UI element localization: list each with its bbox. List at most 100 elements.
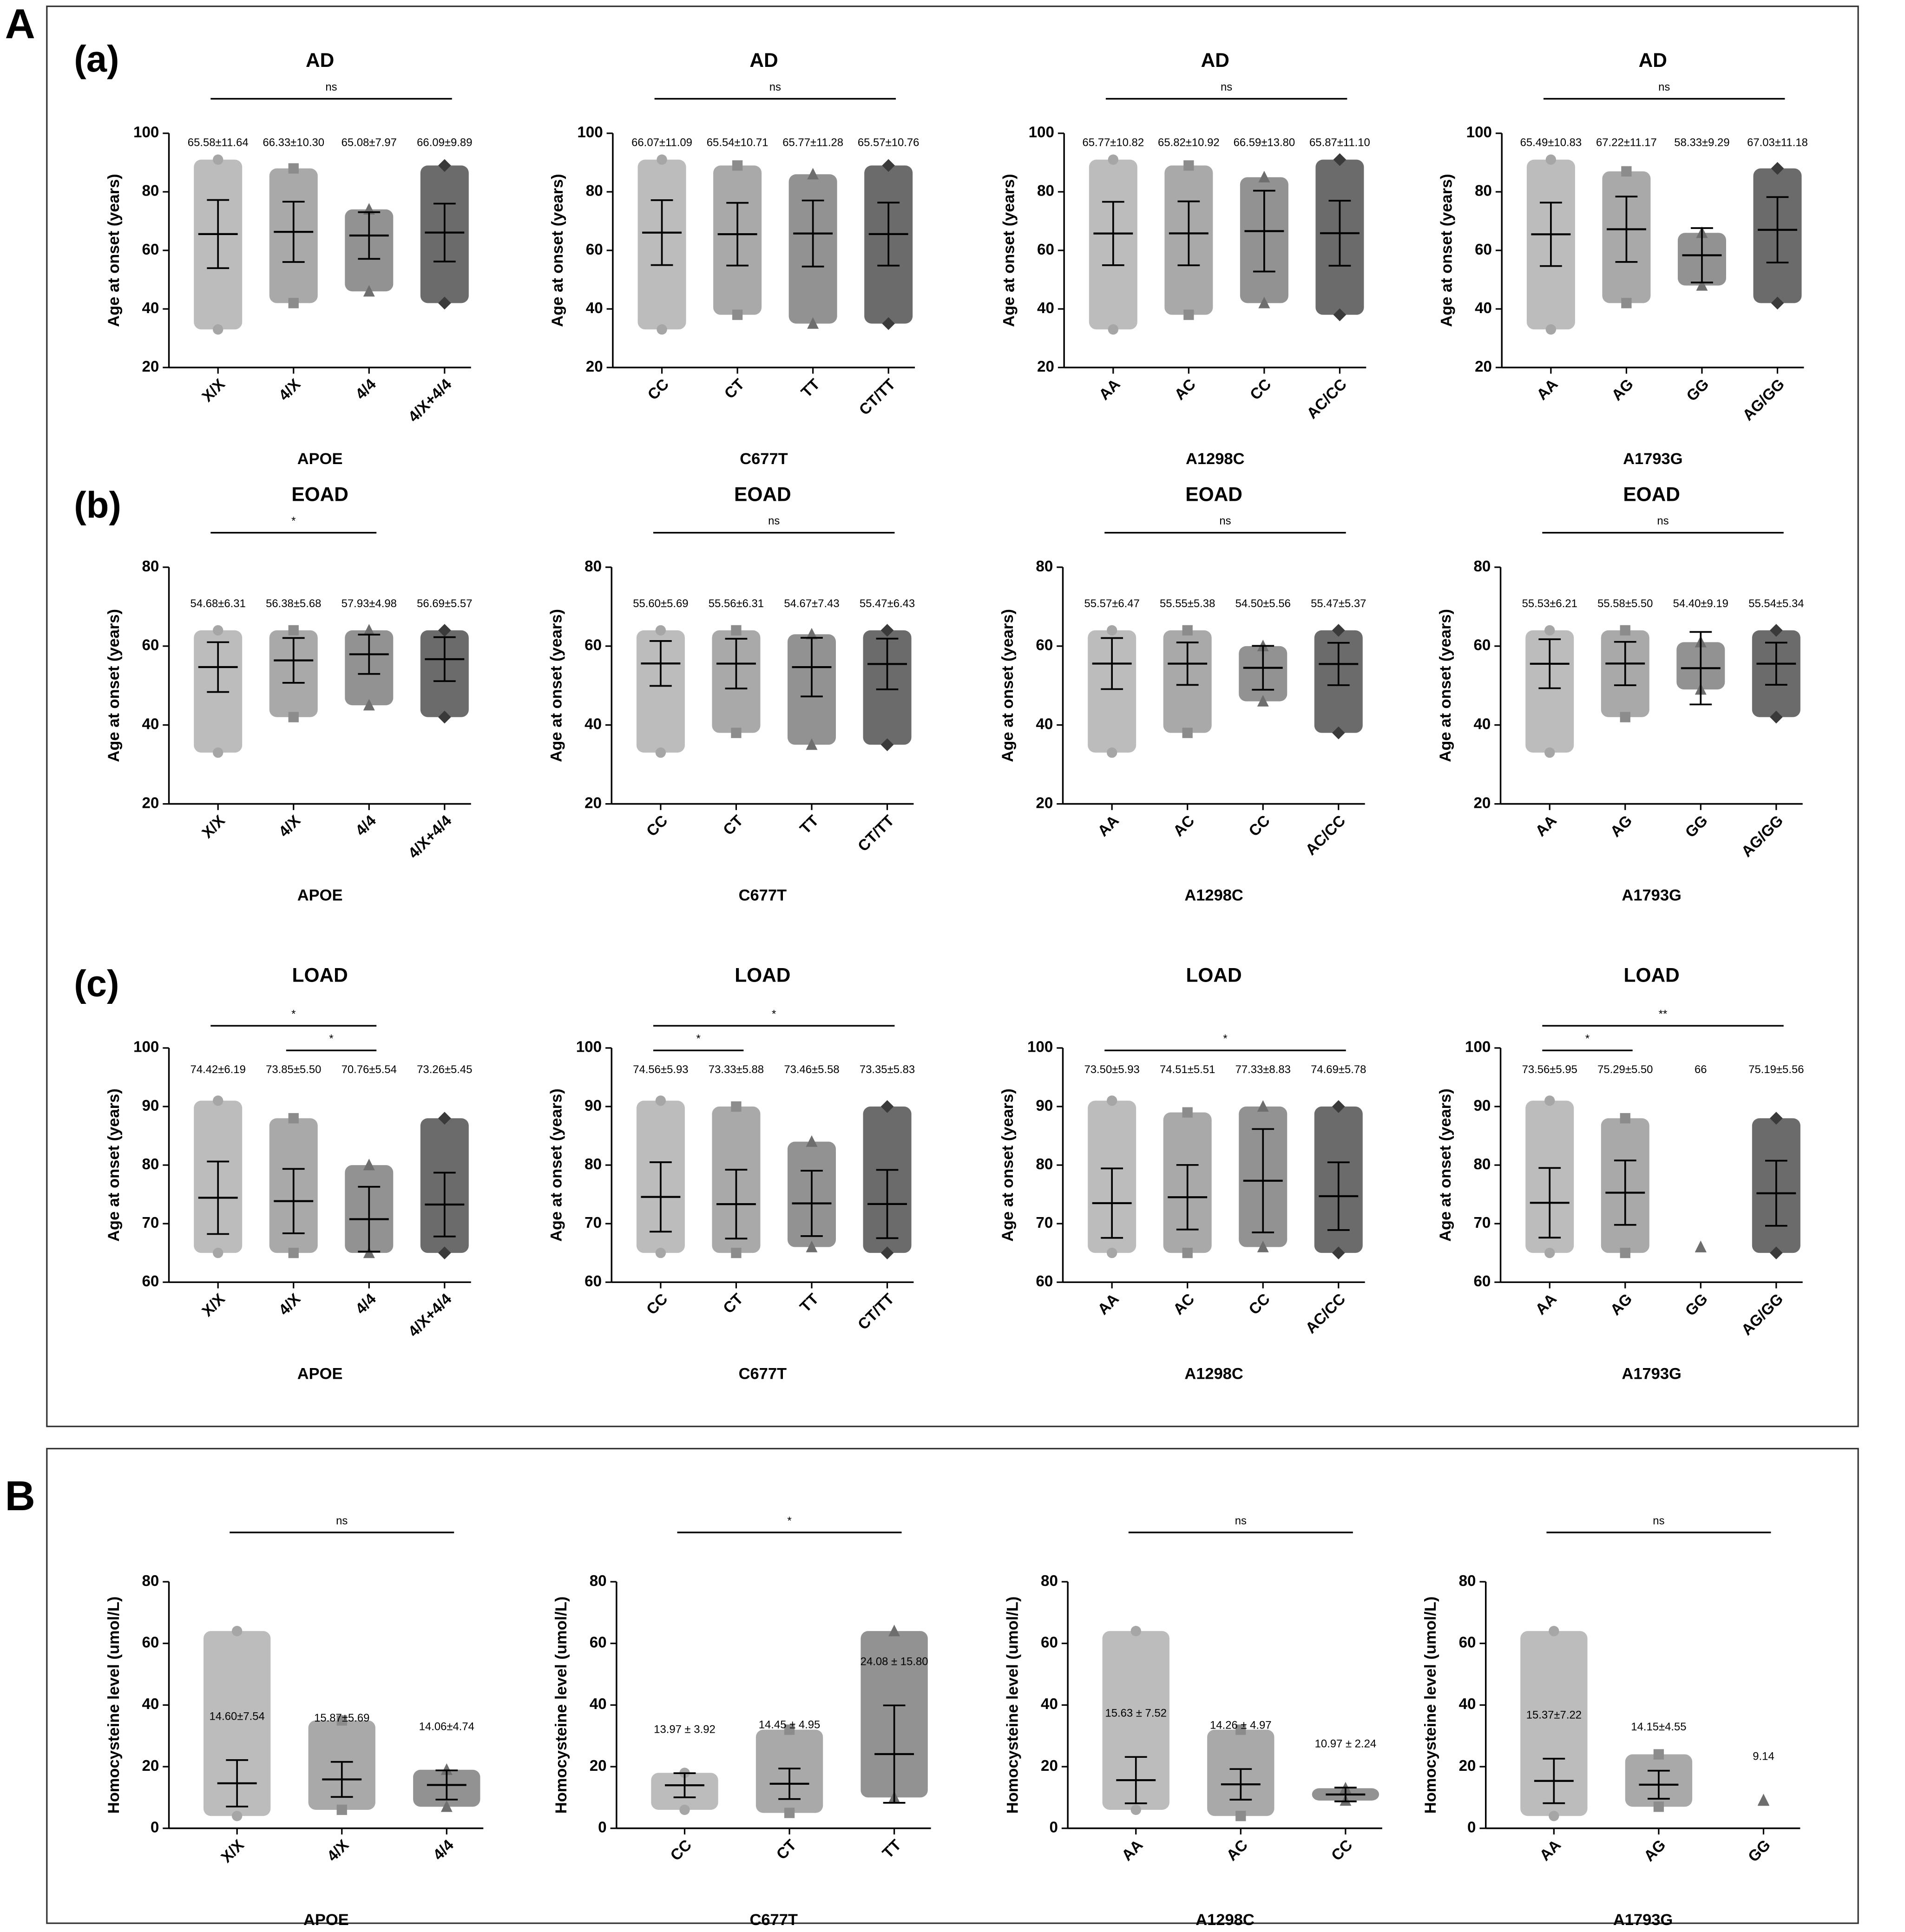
value-label: 74.42±6.19 [190, 1063, 246, 1076]
y-tick-label: 60 [590, 1634, 607, 1651]
data-point [1621, 298, 1632, 308]
value-label: 65.87±11.10 [1309, 136, 1370, 149]
x-tick-label: CC [1246, 1290, 1274, 1318]
value-label: 55.53±6.21 [1522, 597, 1577, 610]
chart-title: LOAD [735, 964, 790, 986]
panel-label: A [5, 1, 35, 48]
x-tick-label: 4/4 [352, 375, 380, 403]
value-label: 14.45 ± 4.95 [759, 1719, 821, 1731]
data-point [1620, 1113, 1630, 1124]
point-cloud [1102, 1631, 1169, 1810]
point-cloud [636, 630, 685, 753]
x-tick-label: TT [879, 1836, 905, 1862]
x-tick-label: 4/X [276, 376, 304, 404]
value-label: 9.14 [1753, 1750, 1774, 1763]
value-label: 55.47±5.37 [1311, 597, 1366, 610]
data-point [1620, 1248, 1630, 1258]
x-tick-label: AG [1607, 812, 1636, 840]
x-tick-label: AC [1223, 1836, 1251, 1864]
value-label: 65.82±10.92 [1158, 136, 1220, 149]
chart-title: AD [749, 49, 778, 71]
value-label: 75.19±5.56 [1748, 1063, 1804, 1076]
value-label: 65.58±11.64 [188, 136, 249, 149]
y-axis-label: Homocysteine level (umol/L) [552, 1597, 570, 1814]
x-tick-label: 4/4 [430, 1836, 457, 1864]
y-axis-label: Homocysteine level (umol/L) [105, 1597, 123, 1814]
value-label: 54.40±9.19 [1673, 597, 1728, 610]
subpanel-label: (c) [74, 963, 119, 1004]
data-point [806, 738, 818, 750]
y-tick-label: 20 [1041, 1757, 1058, 1775]
x-tick-label: CC [1246, 812, 1274, 840]
data-point [1770, 1112, 1783, 1125]
value-label: 55.60±5.69 [633, 597, 688, 610]
y-axis-label: Age at onset (years) [1438, 174, 1456, 327]
data-point [438, 624, 451, 637]
value-label: 77.33±8.83 [1235, 1063, 1291, 1076]
value-label: 55.57±6.47 [1084, 597, 1139, 610]
x-tick-label: CC [644, 376, 672, 404]
y-tick-label: 60 [1475, 241, 1492, 258]
x-tick-label: CT [720, 812, 746, 838]
x-tick-label: AA [1118, 1836, 1146, 1864]
y-tick-label: 80 [142, 1156, 159, 1173]
value-label: 15.87±5.69 [314, 1712, 369, 1724]
data-point [882, 317, 895, 330]
y-tick-label: 40 [590, 1696, 607, 1713]
data-point [213, 625, 223, 636]
y-tick-label: 60 [1473, 1273, 1491, 1290]
data-point [1696, 279, 1708, 291]
value-label: 56.38±5.68 [266, 597, 321, 610]
y-tick-label: 100 [1027, 1039, 1053, 1056]
value-label: 65.77±11.28 [782, 136, 843, 149]
data-point [806, 1135, 818, 1147]
value-label: 14.15±4.55 [1631, 1721, 1686, 1733]
y-axis-label: Homocysteine level (umol/L) [1422, 1597, 1439, 1814]
value-label: 74.56±5.93 [633, 1063, 688, 1076]
x-axis-label: APOE [303, 1911, 349, 1929]
x-tick-label: CT [721, 376, 748, 402]
x-axis-label: A1298C [1186, 450, 1245, 468]
data-point [1620, 625, 1630, 636]
y-tick-label: 40 [586, 300, 603, 317]
data-point [1758, 1794, 1769, 1806]
y-tick-label: 20 [142, 1757, 159, 1775]
y-axis-label: Age at onset (years) [105, 1088, 123, 1242]
data-point [1107, 1095, 1117, 1106]
x-tick-label: 4/X+4/4 [405, 375, 455, 426]
y-tick-label: 80 [1459, 1572, 1476, 1590]
value-label: 56.69±5.57 [417, 597, 472, 610]
data-point [1235, 1811, 1246, 1821]
value-label: 67.22±11.17 [1596, 136, 1657, 149]
data-point [288, 1113, 299, 1124]
data-point [1182, 1248, 1193, 1258]
y-axis-label: Age at onset (years) [548, 609, 565, 762]
y-tick-label: 60 [142, 637, 159, 654]
x-tick-label: AC/CC [1303, 376, 1350, 422]
data-point [1620, 712, 1630, 722]
y-tick-label: 80 [1041, 1572, 1058, 1590]
value-label: 15.63 ± 7.52 [1105, 1707, 1167, 1720]
y-tick-label: 20 [1459, 1757, 1476, 1775]
y-tick-label: 60 [586, 241, 603, 258]
y-tick-label: 80 [1037, 183, 1054, 200]
data-point [288, 298, 299, 308]
data-point [679, 1804, 690, 1815]
y-tick-label: 80 [586, 183, 603, 200]
data-point [1108, 154, 1118, 165]
x-tick-label: AC [1170, 812, 1198, 840]
x-tick-label: 4/4 [352, 812, 380, 839]
significance-label: * [291, 515, 296, 527]
chart-title: AD [1201, 49, 1229, 71]
data-point [1257, 694, 1269, 707]
data-point [1545, 324, 1557, 335]
significance-label: ns [769, 81, 781, 93]
data-point [806, 1240, 818, 1252]
y-tick-label: 20 [590, 1757, 607, 1775]
chart-title: LOAD [292, 964, 348, 986]
y-tick-label: 80 [585, 1156, 602, 1173]
data-point [213, 747, 223, 758]
data-point [232, 1626, 243, 1637]
data-point [1549, 1626, 1559, 1637]
x-axis-label: APOE [297, 887, 343, 904]
